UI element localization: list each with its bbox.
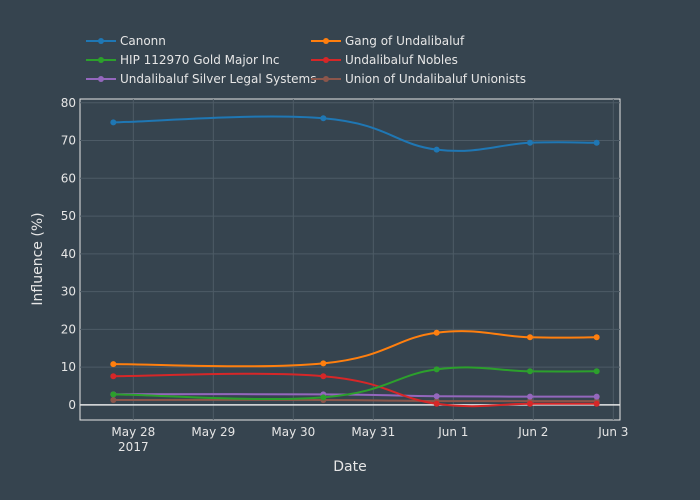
data-point[interactable] [593, 368, 600, 375]
plot-area [79, 98, 621, 421]
data-point[interactable] [593, 393, 600, 400]
data-point[interactable] [320, 394, 327, 401]
y-tick-label: 70 [61, 134, 76, 148]
x-tick-label: May 29 [191, 425, 235, 439]
data-point[interactable] [527, 400, 533, 407]
x-tick-label: Jun 2 [517, 425, 548, 439]
x-tick-label: Jun 1 [437, 425, 468, 439]
data-point[interactable] [527, 334, 533, 341]
data-point[interactable] [433, 400, 440, 407]
x-tick-label: May 30 [271, 425, 315, 439]
series-line [113, 115, 597, 152]
data-point[interactable] [320, 115, 327, 122]
y-tick-label: 10 [61, 360, 76, 374]
legend-item[interactable]: Gang of Undalibaluf [311, 34, 465, 48]
y-tick-label: 80 [61, 96, 76, 110]
y-tick-label: 20 [61, 322, 76, 336]
data-point[interactable] [320, 373, 327, 380]
x-axis-title: Date [333, 459, 366, 475]
legend-swatch-marker [98, 38, 104, 44]
series-line [113, 330, 597, 368]
x-tick-sublabel: 2017 [118, 440, 149, 454]
x-tick-label: May 31 [351, 425, 395, 439]
legend-label: Union of Undalibaluf Unionists [345, 72, 526, 86]
series-group [110, 115, 600, 408]
series-canonn [110, 115, 600, 153]
legend-swatch-marker [98, 57, 104, 63]
series-line [113, 398, 597, 403]
series-hip-112970-gold-major-inc [110, 366, 600, 401]
data-point[interactable] [527, 139, 533, 146]
series-gang-of-undalibaluf [110, 329, 600, 368]
data-point[interactable] [110, 391, 117, 398]
legend-item[interactable]: Canonn [86, 34, 166, 48]
data-point[interactable] [593, 139, 600, 146]
series-line [113, 393, 597, 398]
y-axis-title: Influence (%) [30, 212, 46, 305]
data-point[interactable] [320, 360, 327, 367]
legend-swatch-marker [323, 76, 329, 82]
series-undalibaluf-nobles [110, 372, 600, 408]
data-point[interactable] [110, 396, 117, 403]
x-tick-label: Jun 3 [597, 425, 628, 439]
y-tick-label: 60 [61, 171, 76, 185]
legend-item[interactable]: Undalibaluf Nobles [311, 53, 458, 67]
legend-label: Undalibaluf Silver Legal Systems [120, 72, 316, 86]
data-point[interactable] [433, 329, 440, 336]
data-point[interactable] [433, 146, 440, 153]
legend-label: Gang of Undalibaluf [345, 34, 465, 48]
y-tick-label: 30 [61, 285, 76, 299]
legend-swatch-marker [323, 38, 329, 44]
data-point[interactable] [593, 334, 600, 341]
legend-item[interactable]: HIP 112970 Gold Major Inc [86, 53, 280, 67]
data-point[interactable] [433, 393, 440, 400]
legend: Canonn Gang of Undalibaluf HIP 112970 Gold… [86, 34, 526, 86]
data-point[interactable] [527, 368, 533, 375]
y-tick-label: 0 [68, 398, 76, 412]
data-point[interactable] [110, 373, 117, 380]
data-point[interactable] [110, 119, 117, 126]
y-axis-ticks: 0 10 20 30 40 50 60 70 80 [61, 96, 76, 412]
y-tick-label: 50 [61, 209, 76, 223]
y-tick-label: 40 [61, 247, 76, 261]
data-point[interactable] [110, 361, 117, 368]
legend-item[interactable]: Union of Undalibaluf Unionists [311, 72, 526, 86]
legend-item[interactable]: Undalibaluf Silver Legal Systems [86, 72, 316, 86]
data-point[interactable] [593, 400, 600, 407]
x-tick-label: May 28 [111, 425, 155, 439]
data-point[interactable] [527, 393, 533, 400]
legend-label: HIP 112970 Gold Major Inc [120, 53, 280, 67]
legend-swatch-marker [98, 76, 104, 82]
legend-label: Undalibaluf Nobles [345, 53, 458, 67]
series-line [113, 366, 597, 401]
legend-swatch-marker [323, 57, 329, 63]
data-point[interactable] [433, 366, 440, 373]
legend-label: Canonn [120, 34, 166, 48]
series-line [113, 372, 597, 408]
